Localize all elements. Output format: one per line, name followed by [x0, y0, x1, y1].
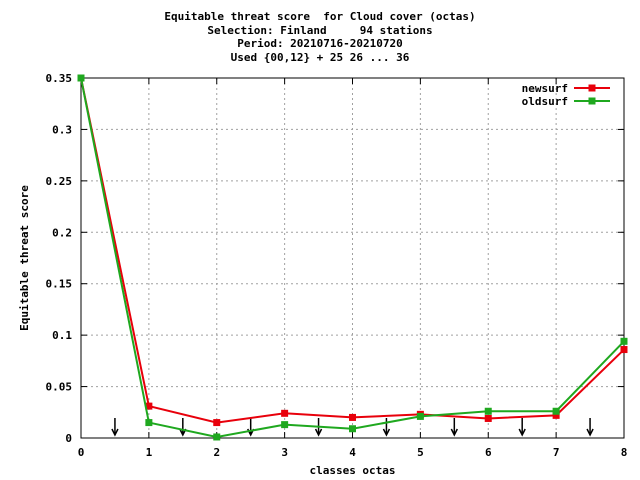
arrow-head [518, 428, 526, 437]
y-tick-label: 0.2 [52, 226, 72, 239]
data-point [281, 409, 289, 417]
x-tick-label: 0 [78, 446, 85, 459]
data-point [145, 402, 153, 410]
x-tick-label: 4 [349, 446, 356, 459]
data-point [552, 407, 560, 415]
y-tick-label: 0.25 [46, 175, 73, 188]
data-point [349, 413, 356, 421]
legend-label-newsurf: newsurf [522, 82, 568, 95]
x-tick-label: 1 [146, 446, 153, 459]
data-point [281, 421, 289, 429]
arrow-head [111, 428, 119, 437]
series-lines [77, 74, 628, 441]
down-arrow-icon [450, 418, 458, 437]
chart-title-line-1: Equitable threat score for Cloud cover (… [164, 10, 476, 23]
x-tick-label: 6 [485, 446, 492, 459]
arrow-head [314, 428, 323, 437]
arrow-head [586, 428, 594, 437]
x-tick-label: 2 [213, 446, 220, 459]
data-point [552, 411, 560, 419]
y-tick-label: 0.15 [46, 278, 73, 291]
legend-label-oldsurf: oldsurf [522, 95, 568, 108]
grid-lines [81, 78, 624, 438]
legend-swatch-marker [588, 84, 596, 92]
data-point [620, 337, 628, 345]
down-arrow-icon [247, 418, 255, 437]
x-axis-ticks: 0 1 2 3 4 5 6 7 8 [78, 78, 628, 459]
data-point [213, 433, 221, 441]
y-tick-label: 0.35 [46, 72, 73, 85]
y-tick-label: 0.05 [46, 381, 73, 394]
data-point [145, 419, 153, 427]
chart-title-line-3: Period: 20210716-20210720 [237, 37, 403, 50]
arrow-head [450, 428, 458, 437]
x-tick-label: 3 [281, 446, 288, 459]
series-oldsurf [77, 74, 628, 441]
arrow-markers [111, 418, 594, 437]
legend-swatch-marker [588, 97, 596, 105]
y-axis-ticks: 0 0.05 0.1 0.15 0.2 0.25 0.3 0.35 [46, 72, 624, 445]
y-tick-label: 0.1 [52, 329, 72, 342]
chart-title-line-2: Selection: Finland 94 stations [207, 23, 433, 37]
data-point [213, 419, 221, 427]
y-tick-label: 0.3 [52, 123, 72, 136]
data-point [484, 407, 492, 415]
down-arrow-icon [111, 418, 119, 437]
down-arrow-icon [586, 418, 594, 437]
data-point [416, 412, 424, 420]
x-tick-label: 8 [621, 446, 628, 459]
y-axis-label: Equitable threat score [18, 185, 31, 331]
data-point [349, 425, 356, 433]
down-arrow-icon [518, 418, 526, 437]
down-arrow-icon [179, 418, 187, 437]
x-tick-label: 5 [417, 446, 424, 459]
y-tick-label: 0 [65, 432, 72, 445]
down-arrow-icon [382, 418, 391, 437]
chart-title: Equitable threat score for Cloud cover (… [0, 10, 640, 64]
data-point [484, 414, 492, 422]
x-axis-label: classes octas [309, 464, 395, 477]
arrow-head [382, 428, 391, 437]
data-point [620, 346, 628, 354]
x-tick-label: 7 [553, 446, 560, 459]
chart-title-line-4: Used {00,12} + 25 26 ... 36 [230, 50, 410, 64]
data-point [77, 74, 85, 82]
